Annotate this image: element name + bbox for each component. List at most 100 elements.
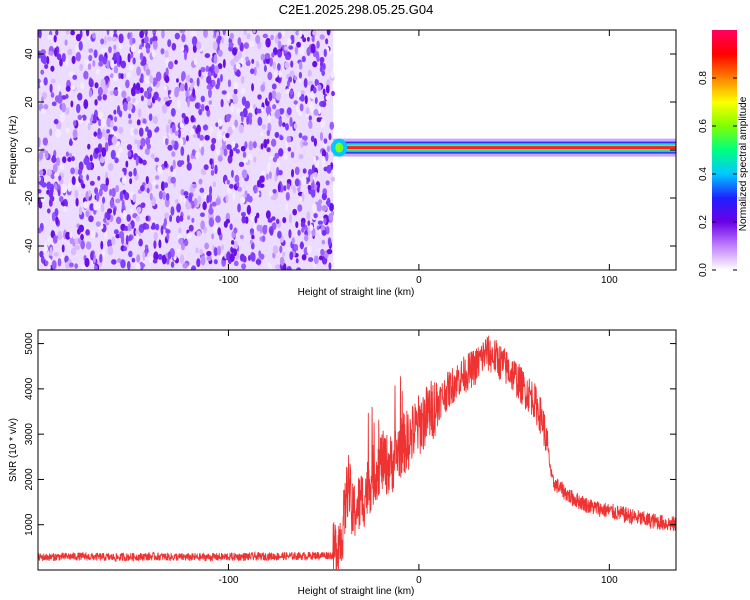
x-tick-label: 0 [416, 275, 422, 286]
noise-speckle [255, 259, 262, 265]
noise-speckle [117, 258, 122, 263]
noise-speckle [170, 176, 176, 184]
noise-speckle [247, 255, 252, 262]
noise-speckle [279, 245, 283, 254]
noise-speckle [119, 230, 125, 239]
spectrogram-panel: -100 0 100 -40 -20 0 20 40 Height of straight … [8, 29, 677, 298]
noise-speckle [195, 267, 202, 270]
noise-speckle [250, 252, 256, 262]
noise-speckle [85, 229, 90, 236]
noise-speckle [132, 97, 136, 103]
noise-speckle [112, 207, 116, 216]
noise-speckle [136, 233, 140, 243]
noise-speckle [278, 69, 282, 78]
noise-speckle [301, 135, 308, 141]
noise-speckle [274, 152, 280, 159]
noise-speckle [298, 196, 303, 203]
noise-speckle [77, 168, 83, 175]
noise-speckle [130, 208, 134, 215]
noise-speckle [53, 119, 59, 125]
noise-speckle [135, 156, 139, 167]
noise-speckle [311, 203, 317, 213]
noise-speckle [189, 96, 195, 102]
noise-speckle [265, 173, 269, 181]
noise-speckle [330, 176, 336, 182]
noise-speckle [321, 155, 326, 164]
noise-speckle [286, 135, 292, 143]
colorbar-tick-label: 0.4 [698, 167, 709, 181]
noise-speckle [215, 197, 221, 206]
noise-speckle [88, 54, 93, 62]
noise-speckle [143, 35, 149, 44]
noise-speckle [178, 227, 182, 234]
noise-speckle [313, 255, 319, 265]
noise-speckle [152, 80, 157, 87]
x-tick-label: 100 [601, 275, 618, 286]
noise-speckle [74, 263, 78, 269]
noise-speckle [99, 188, 103, 197]
noise-speckle [179, 160, 185, 165]
noise-speckle [83, 70, 89, 80]
noise-speckle [321, 70, 326, 76]
noise-speckle [70, 85, 76, 90]
noise-speckle [43, 244, 49, 254]
colorbar-tick-label: 0.0 [698, 263, 709, 277]
noise-speckle [51, 156, 57, 163]
noise-speckle [275, 77, 280, 82]
noise-speckle [307, 36, 310, 42]
noise-speckle [223, 148, 228, 157]
noise-speckle [138, 238, 143, 247]
noise-speckle [328, 214, 333, 222]
noise-speckle [292, 208, 297, 216]
noise-speckle [275, 218, 280, 225]
noise-speckle [145, 126, 149, 132]
noise-speckle [233, 82, 239, 90]
noise-speckle [94, 264, 98, 270]
noise-speckle [174, 130, 179, 136]
noise-speckle [267, 71, 273, 81]
noise-speckle [122, 209, 127, 220]
noise-speckle [286, 179, 292, 184]
noise-speckle [200, 255, 206, 266]
noise-speckle [179, 83, 185, 92]
noise-speckle [288, 45, 294, 50]
noise-speckle [152, 258, 158, 264]
noise-speckle [319, 34, 325, 40]
noise-speckle [97, 127, 101, 136]
noise-speckle [181, 243, 185, 251]
noise-speckle [181, 74, 185, 82]
noise-speckle [146, 143, 151, 150]
noise-speckle [125, 160, 129, 168]
noise-speckle [146, 47, 150, 54]
noise-speckle [181, 33, 186, 43]
noise-speckle [111, 187, 116, 198]
noise-speckle [298, 71, 303, 79]
noise-speckle [60, 112, 65, 123]
noise-speckle [70, 247, 77, 256]
noise-speckle [190, 128, 195, 136]
noise-speckle [190, 265, 197, 270]
noise-speckle [115, 184, 120, 193]
noise-speckle [166, 233, 170, 240]
noise-speckle [85, 241, 92, 250]
noise-speckle [192, 44, 197, 53]
noise-speckle [265, 37, 271, 48]
noise-speckle [127, 150, 132, 158]
noise-speckle [196, 41, 202, 50]
noise-speckle [184, 240, 189, 246]
noise-speckle [101, 249, 106, 260]
noise-speckle [310, 43, 316, 54]
noise-speckle [57, 84, 61, 91]
noise-speckle [271, 90, 277, 100]
noise-speckle [135, 262, 141, 270]
noise-speckle [330, 260, 335, 270]
noise-speckle [229, 32, 235, 40]
noise-speckle [106, 212, 111, 221]
noise-speckle [171, 139, 175, 146]
noise-speckle [136, 206, 142, 213]
noise-speckle [144, 148, 150, 155]
noise-speckle [297, 229, 301, 236]
noise-speckle [316, 40, 320, 49]
noise-speckle [92, 32, 96, 39]
